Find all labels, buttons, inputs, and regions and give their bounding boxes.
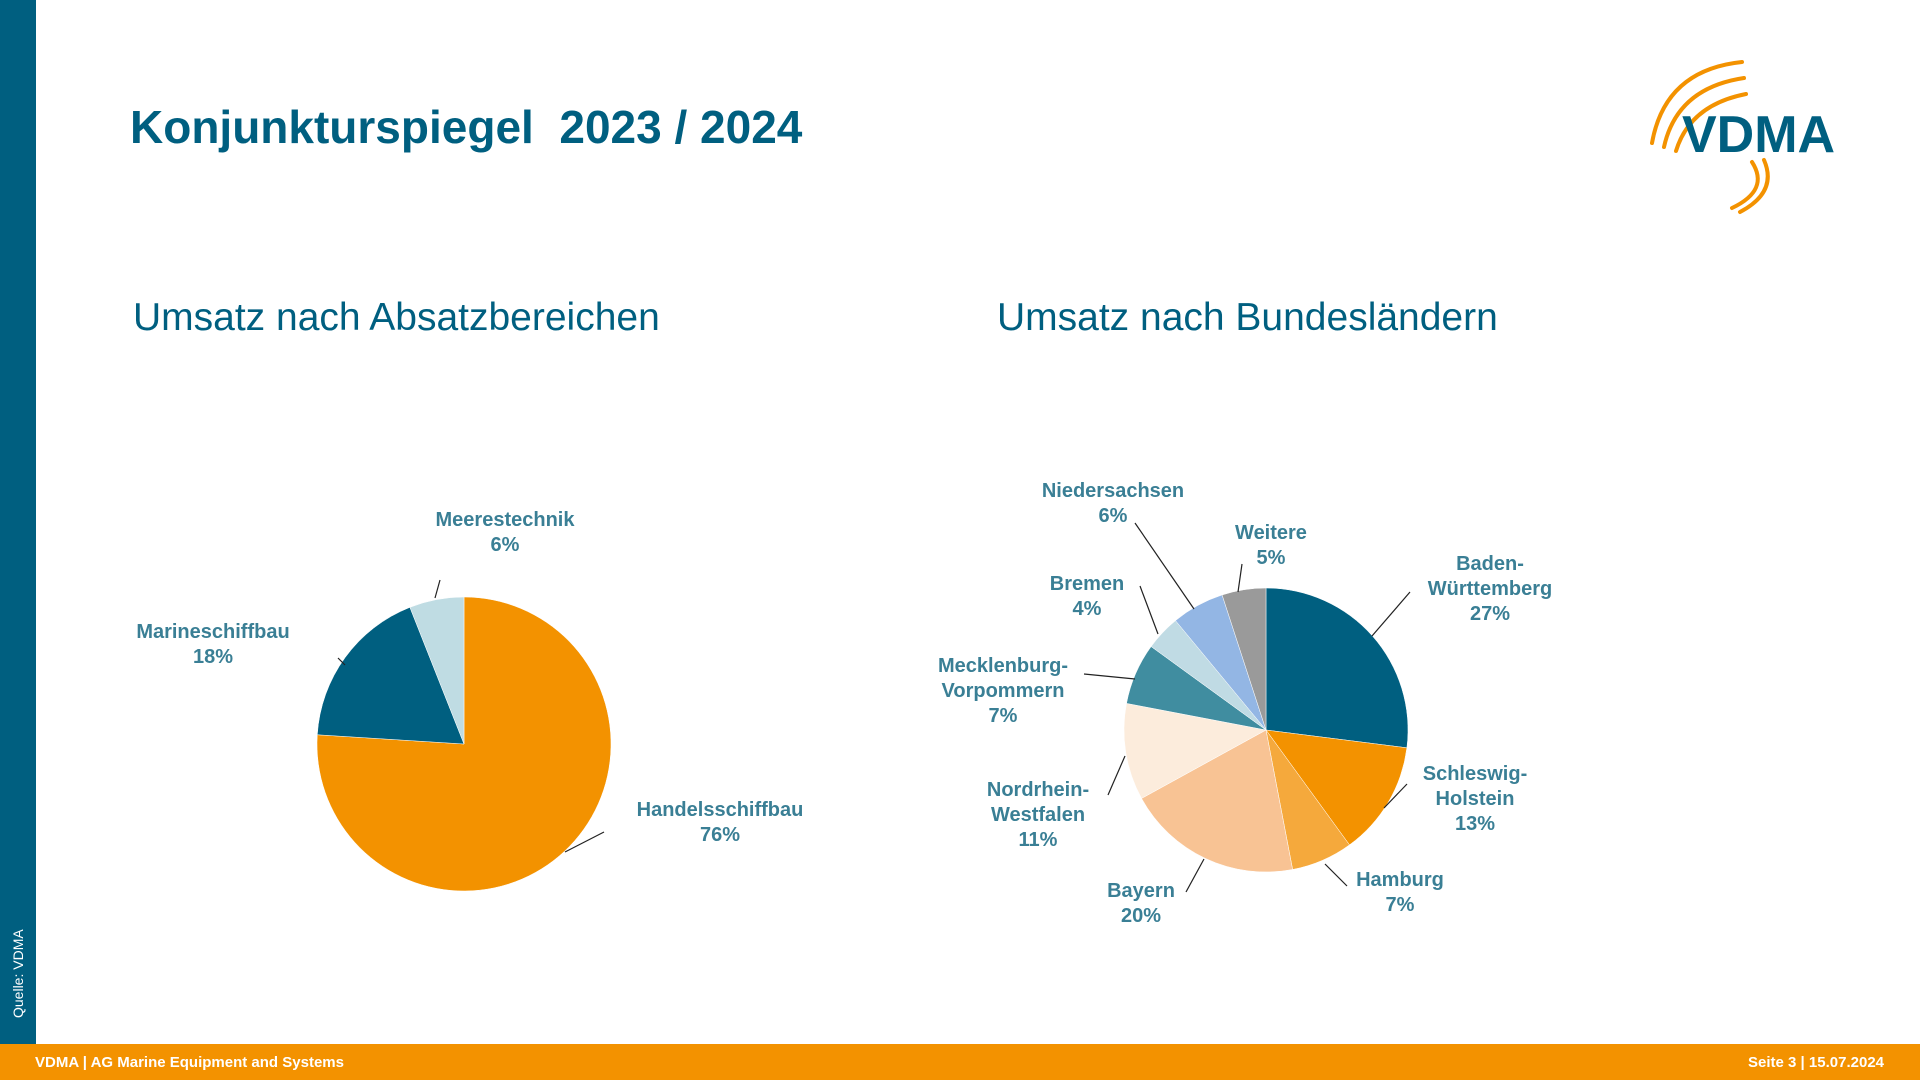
data-label-meerestechnik: Meerestechnik 6% bbox=[436, 509, 576, 556]
leader-line-handelsschiffbau bbox=[564, 831, 605, 853]
value-label: 11% bbox=[1019, 829, 1058, 851]
leader-line-nordrhein-westfalen bbox=[1107, 755, 1126, 796]
category-label: Bremen bbox=[1050, 573, 1124, 595]
leader-line-marineschiffbau bbox=[337, 657, 346, 666]
data-label-baden-württemberg: Baden- Württemberg 27% bbox=[1428, 553, 1552, 625]
category-label: Handelsschiffbau bbox=[637, 799, 804, 821]
data-label-handelsschiffbau: Handelsschiffbau 76% bbox=[637, 799, 804, 846]
leader-line-schleswig-holstein bbox=[1383, 783, 1408, 809]
data-label-hamburg: Hamburg 7% bbox=[1356, 869, 1444, 916]
value-label: 5% bbox=[1257, 547, 1286, 569]
logo-arcs-icon bbox=[1650, 60, 1770, 214]
category-label: Schleswig- bbox=[1423, 763, 1527, 785]
slice-weitere bbox=[1221, 587, 1267, 731]
category-label: Hamburg bbox=[1356, 869, 1444, 891]
slice-nordrhein-westfalen bbox=[1123, 703, 1267, 799]
leader-line-mecklenburg-vorpommern bbox=[1083, 673, 1136, 680]
footer: VDMA | AG Marine Equipment and Systems S… bbox=[0, 1044, 1920, 1080]
chart1-title: Umsatz nach Absatzbereichen bbox=[133, 296, 660, 339]
category-label: Westfalen bbox=[991, 804, 1085, 826]
category-label: Vorpommern bbox=[942, 680, 1065, 702]
data-label-schleswig-holstein: Schleswig- Holstein 13% bbox=[1423, 763, 1527, 835]
slice-bayern bbox=[1141, 729, 1293, 873]
category-label: Holstein bbox=[1436, 788, 1515, 810]
category-label: Bayern bbox=[1107, 880, 1175, 902]
data-label-marineschiffbau: Marineschiffbau 18% bbox=[136, 621, 289, 668]
pie-bundeslaender: Baden- Württemberg 27% Schleswig- Holstein 13… bbox=[938, 480, 1552, 927]
data-label-mecklenburg-vorpommern: Mecklenburg- Vorpommern 7% bbox=[938, 655, 1068, 727]
leader-line-hamburg bbox=[1324, 863, 1348, 887]
slice-marineschiffbau bbox=[317, 606, 465, 745]
value-label: 18% bbox=[193, 646, 233, 668]
category-label: Baden- bbox=[1456, 553, 1524, 575]
data-label-nordrhein-westfalen: Nordrhein- Westfalen 11% bbox=[987, 779, 1089, 851]
category-label: Meerestechnik bbox=[436, 509, 576, 531]
value-label: 6% bbox=[1099, 505, 1128, 527]
value-label: 7% bbox=[1386, 894, 1415, 916]
slice-schleswig-holstein bbox=[1265, 729, 1408, 846]
slice-baden-württemberg bbox=[1265, 587, 1409, 749]
leader-line-niedersachsen bbox=[1134, 522, 1195, 610]
footer-left: VDMA | AG Marine Equipment and Systems bbox=[35, 1054, 344, 1071]
data-label-weitere: Weitere 5% bbox=[1235, 522, 1307, 569]
leader-line-bayern bbox=[1185, 858, 1205, 893]
footer-right: Seite 3 | 15.07.2024 bbox=[1748, 1054, 1884, 1071]
leader-line-weitere bbox=[1237, 563, 1243, 593]
leader-line-meerestechnik bbox=[434, 579, 441, 599]
data-label-bayern: Bayern 20% bbox=[1107, 880, 1175, 927]
value-label: 76% bbox=[700, 824, 740, 846]
value-label: 27% bbox=[1470, 603, 1510, 625]
category-label: Weitere bbox=[1235, 522, 1307, 544]
category-label: Niedersachsen bbox=[1042, 480, 1184, 502]
data-label-bremen: Bremen 4% bbox=[1050, 573, 1124, 620]
side-bar: Quelle: VDMA bbox=[0, 0, 36, 1044]
pie-absatzbereiche: Handelsschiffbau 76% Marineschiffbau 18% Mee… bbox=[136, 509, 804, 892]
value-label: 13% bbox=[1455, 813, 1495, 835]
leader-line-bremen bbox=[1139, 585, 1159, 635]
data-label-niedersachsen: Niedersachsen 6% bbox=[1042, 480, 1184, 527]
slice-meerestechnik bbox=[409, 596, 465, 745]
logo-text: VDMA bbox=[1682, 106, 1835, 164]
value-label: 7% bbox=[989, 705, 1018, 727]
value-label: 20% bbox=[1121, 905, 1161, 927]
category-label: Württemberg bbox=[1428, 578, 1552, 600]
category-label: Mecklenburg- bbox=[938, 655, 1068, 677]
chart2-title: Umsatz nach Bundesländern bbox=[997, 296, 1498, 339]
vdma-logo: VDMA bbox=[1650, 60, 1835, 214]
value-label: 6% bbox=[491, 534, 520, 556]
leader-line-baden-württemberg bbox=[1371, 591, 1411, 637]
value-label: 4% bbox=[1073, 598, 1102, 620]
page-title: Konjunkturspiegel 2023 / 2024 bbox=[130, 101, 803, 153]
category-label: Marineschiffbau bbox=[136, 621, 289, 643]
category-label: Nordrhein- bbox=[987, 779, 1089, 801]
